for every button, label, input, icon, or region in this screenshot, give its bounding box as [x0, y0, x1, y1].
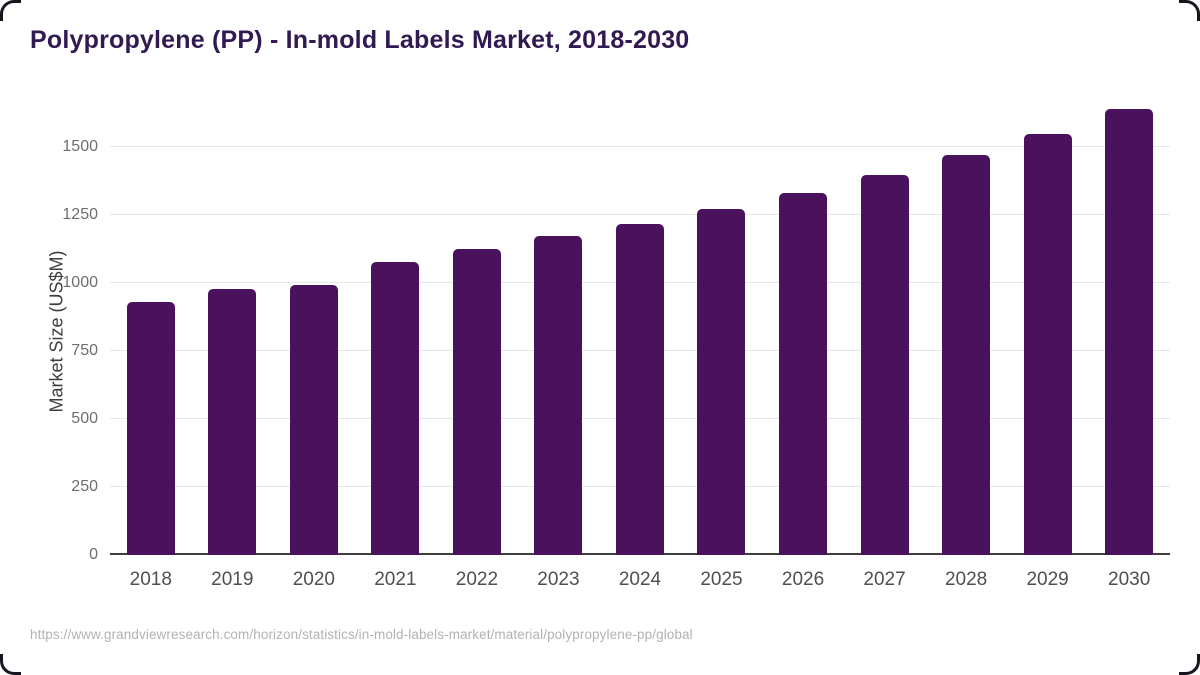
- bars-container: 2018 2019 2020 2021 2022 2023 2024 2025 2026 2027…: [110, 95, 1170, 590]
- bar-2024: [615, 223, 664, 555]
- bar-column-2022: 2022: [436, 95, 518, 590]
- x-tick-label-2027: 2027: [863, 569, 906, 590]
- bar-2027: [860, 174, 909, 555]
- bar-2025: [697, 209, 746, 555]
- y-tick-label-1000: 1000: [62, 273, 98, 291]
- x-tick-label-2030: 2030: [1108, 569, 1151, 590]
- gridline-1500: [110, 145, 1170, 147]
- x-tick-label-2029: 2029: [1026, 569, 1069, 590]
- bar-column-2018: 2018: [110, 95, 192, 590]
- bar-column-2021: 2021: [355, 95, 437, 590]
- y-tick-label-500: 500: [71, 409, 98, 427]
- x-tick-label-2018: 2018: [129, 569, 172, 590]
- bar-column-2020: 2020: [273, 95, 355, 590]
- bar-column-2019: 2019: [192, 95, 274, 590]
- bar-column-2030: 2030: [1088, 95, 1170, 590]
- y-tick-label-1250: 1250: [62, 205, 98, 223]
- bar-column-2023: 2023: [518, 95, 600, 590]
- card-corner-bottom-right: [1179, 654, 1200, 675]
- bar-2021: [371, 262, 420, 555]
- bar-chart: Market Size (US$M) 0 250 500 750 1000 1250 150…: [0, 95, 1200, 590]
- bar-column-2024: 2024: [599, 95, 681, 590]
- bar-2029: [1023, 134, 1072, 555]
- x-tick-label-2024: 2024: [618, 569, 662, 590]
- bar-2026: [779, 193, 828, 555]
- plot-area: 0 250 500 750 1000 1250 1500 2018 2019 2020 2021 20…: [62, 95, 1170, 590]
- bar-column-2028: 2028: [925, 95, 1007, 590]
- bar-2028: [942, 155, 991, 555]
- card-corner-bottom-left: [0, 654, 21, 675]
- x-tick-label-2022: 2022: [455, 569, 499, 590]
- bar-column-2029: 2029: [1007, 95, 1089, 590]
- bar-2022: [452, 248, 501, 555]
- source-url: https://www.grandviewresearch.com/horizo…: [30, 627, 693, 642]
- bar-2019: [208, 289, 257, 555]
- x-tick-label-2020: 2020: [292, 569, 335, 590]
- y-tick-label-1500: 1500: [62, 137, 98, 155]
- page-title: Polypropylene (PP) - In-mold Labels Mark…: [30, 26, 690, 54]
- card-corner-top-left: [0, 0, 21, 21]
- bar-2018: [126, 302, 175, 555]
- y-tick-label-250: 250: [71, 477, 98, 495]
- bar-2030: [1105, 109, 1154, 555]
- x-tick-label-2026: 2026: [781, 569, 825, 590]
- bar-2020: [289, 284, 338, 555]
- gridline-1250: [110, 213, 1170, 215]
- card-corner-top-right: [1179, 0, 1200, 21]
- bar-column-2027: 2027: [844, 95, 926, 590]
- x-tick-label-2025: 2025: [700, 569, 743, 590]
- y-tick-label-750: 750: [71, 341, 98, 359]
- bar-column-2025: 2025: [681, 95, 763, 590]
- x-tick-label-2028: 2028: [944, 569, 988, 590]
- bar-2023: [534, 235, 583, 555]
- x-tick-label-2023: 2023: [537, 569, 580, 590]
- x-tick-label-2021: 2021: [374, 569, 417, 590]
- bar-column-2026: 2026: [762, 95, 844, 590]
- y-tick-label-0: 0: [89, 546, 98, 563]
- x-tick-label-2019: 2019: [211, 569, 254, 590]
